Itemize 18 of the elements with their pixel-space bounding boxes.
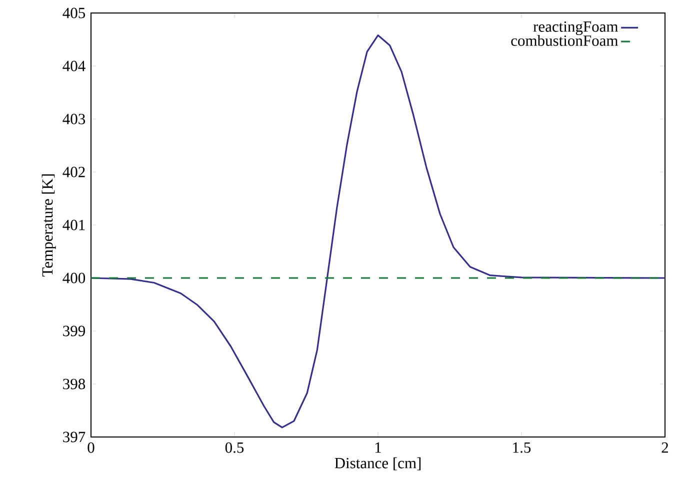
y-tick-label: 397 [63, 432, 86, 442]
legend-label: combustionFoam [511, 35, 618, 46]
y-tick-label: 398 [63, 378, 86, 390]
y-tick-label: 404 [62, 60, 86, 72]
legend-label: reactingFoam [533, 21, 618, 36]
x-tick-label: 1 [375, 442, 381, 453]
y-tick-label: 405 [62, 8, 86, 18]
y-axis-title: Temperature [K] [42, 174, 56, 276]
y-tick-label: 399 [63, 326, 85, 336]
y-tick-label: 403 [62, 114, 86, 124]
x-tick-label: 0.5 [225, 442, 244, 453]
x-axis-title: Distance [cm] [334, 457, 421, 470]
y-tick-label: 400 [62, 272, 86, 284]
x-tick-label: 2 [662, 442, 668, 453]
x-tick-label: 0 [88, 442, 94, 453]
y-tick-label: 402 [62, 166, 85, 178]
y-tick-label: 401 [62, 220, 85, 230]
x-tick-label: 1.5 [513, 442, 531, 453]
